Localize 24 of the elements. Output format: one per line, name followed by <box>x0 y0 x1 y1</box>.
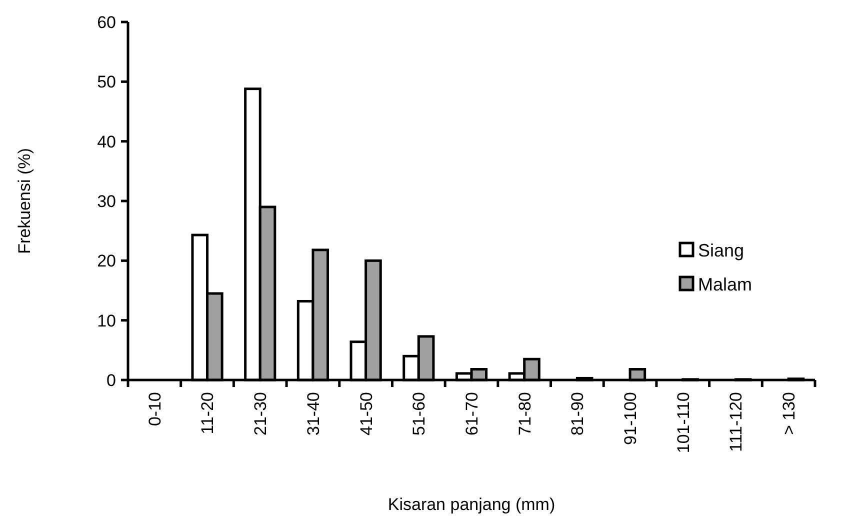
y-tick-label: 10 <box>97 311 116 330</box>
x-tick-label: 11-20 <box>198 392 218 434</box>
x-axis-title: Kisaran panjang (mm) <box>388 495 556 514</box>
legend-label: Siang <box>698 240 744 260</box>
x-tick-label: 41-50 <box>356 392 376 436</box>
x-tick-label: 21-30 <box>251 392 270 436</box>
x-tick-label: 101-110 <box>674 392 693 454</box>
x-tick-label: 61-70 <box>462 392 482 436</box>
x-tick-label: 0-10 <box>145 392 164 426</box>
x-tick-label: 81-90 <box>568 392 588 436</box>
y-tick-label: 20 <box>97 252 116 271</box>
y-tick-label: 60 <box>97 12 116 32</box>
y-tick-label: 50 <box>97 72 116 92</box>
y-tick-label: 0 <box>106 370 116 390</box>
y-tick-label: 40 <box>97 132 116 152</box>
y-axis-title: Frekuensi (%) <box>14 148 34 254</box>
x-tick-label: 51-60 <box>410 392 429 436</box>
x-tick-label: 111-120 <box>726 392 746 452</box>
x-tick-label: 31-40 <box>304 392 323 436</box>
x-tick-label: > 130 <box>780 392 799 436</box>
x-tick-label: 91-100 <box>620 392 640 445</box>
x-tick-label: 71-80 <box>515 392 534 436</box>
y-tick-label: 30 <box>97 192 116 211</box>
legend-label: Malam <box>698 274 752 294</box>
